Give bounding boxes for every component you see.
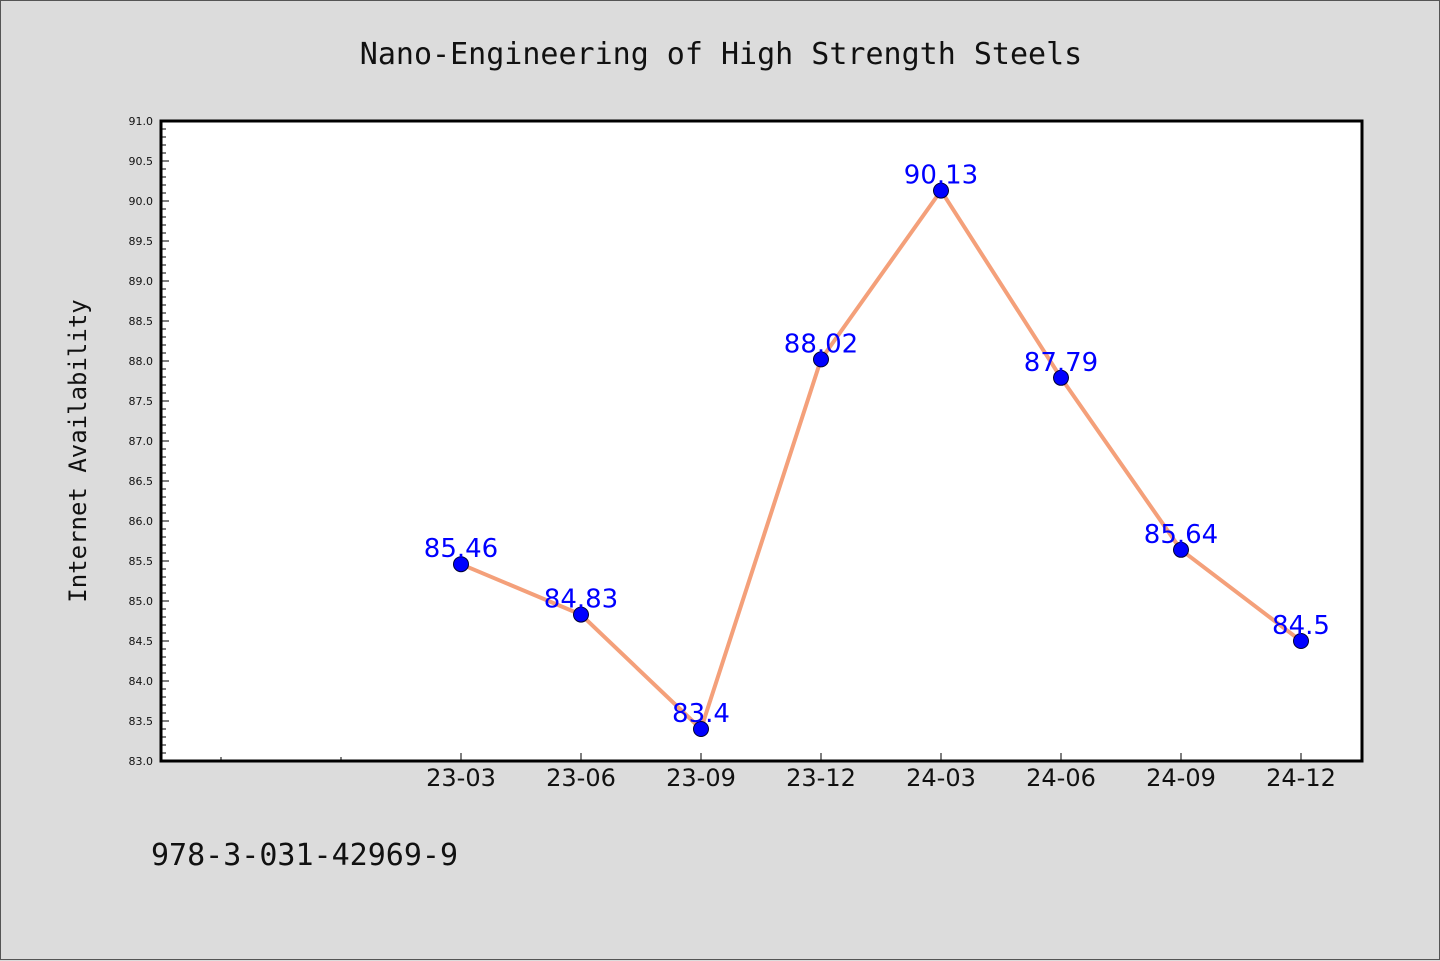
data-point	[573, 606, 589, 623]
data-point	[693, 721, 709, 737]
x-tick-label: 24-03	[906, 764, 976, 792]
y-tick-label: 89.0	[129, 275, 154, 288]
y-tick-label: 87.0	[129, 435, 154, 448]
data-series: 85.46 84.83 83.4 88.02 90.13 87.79 85.64 84.5	[424, 161, 1330, 737]
x-tick-label: 23-12	[786, 764, 856, 792]
data-label: 84.83	[544, 585, 618, 615]
data-point	[1053, 369, 1069, 386]
y-tick-label: 90.0	[129, 195, 154, 208]
data-label: 90.13	[904, 161, 978, 191]
y-tick-label: 88.5	[129, 315, 154, 328]
data-label: 88.02	[784, 329, 858, 359]
data-point	[813, 351, 829, 368]
x-tick-label: 24-06	[1026, 764, 1096, 792]
y-tick-label: 87.5	[129, 395, 154, 408]
data-label: 87.79	[1024, 348, 1098, 378]
y-tick-label: 86.5	[129, 475, 154, 488]
footer-isbn: 978-3-031-42969-9	[151, 838, 458, 873]
data-label: 83.4	[672, 699, 730, 729]
x-tick-label: 24-09	[1146, 764, 1216, 792]
y-tick-label: 84.0	[129, 675, 154, 688]
chart-title: Nano-Engineering of High Strength Steels	[360, 37, 1082, 72]
x-tick-label: 23-06	[546, 764, 616, 792]
x-tick-label: 23-09	[666, 764, 736, 792]
x-axis: 23-03 23-06 23-09 23-12 24-03 24-06 24-09 24-12	[220, 753, 1336, 792]
y-tick-label: 83.0	[129, 755, 154, 768]
y-tick-label: 85.5	[129, 555, 154, 568]
data-point	[933, 182, 949, 199]
y-tick-label: 90.5	[129, 155, 154, 168]
y-tick-label: 88.0	[129, 355, 154, 368]
y-tick-label: 83.5	[129, 715, 154, 728]
y-tick-label: 84.5	[129, 635, 154, 648]
plot-area	[159, 119, 1364, 763]
data-label: 85.64	[1144, 520, 1218, 550]
data-point	[1173, 541, 1189, 558]
data-point	[1293, 633, 1309, 649]
data-point	[453, 556, 469, 573]
y-tick-label: 85.0	[129, 595, 154, 608]
data-label: 84.5	[1272, 611, 1330, 641]
y-tick-label: 86.0	[129, 515, 154, 528]
y-tick-label: 89.5	[129, 235, 154, 248]
y-axis: 83.0 83.5 84.0 84.5 85.0 85.5 86.0 86.5 87.0 87.5…	[129, 115, 169, 768]
series-line	[460, 188, 1303, 731]
y-axis-label: Internet Availability	[64, 299, 92, 602]
x-tick-label: 24-12	[1266, 764, 1336, 792]
data-label: 85.46	[424, 534, 498, 564]
y-tick-label: 91.0	[129, 115, 154, 128]
x-tick-label: 23-03	[426, 764, 496, 792]
